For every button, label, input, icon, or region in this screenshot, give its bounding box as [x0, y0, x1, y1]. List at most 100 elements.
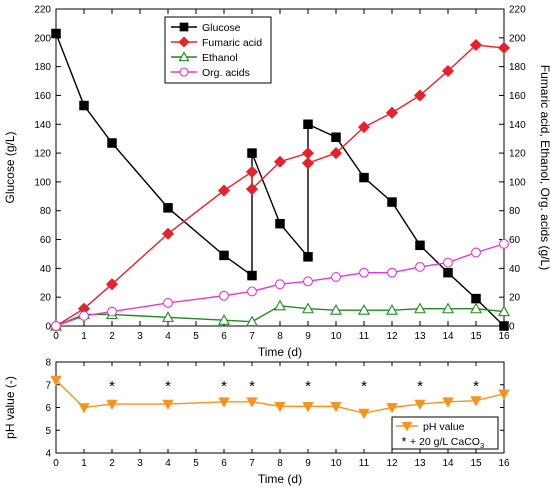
data-point-fumaric-acid: [217, 184, 231, 197]
caco3-marker: *: [221, 378, 227, 395]
data-point-fumaric-acid: [329, 147, 343, 160]
y-tick-label: 200: [34, 33, 51, 44]
x-axis-label-ph: Time (d): [258, 472, 302, 486]
x-tick-label: 4: [165, 331, 171, 342]
legend-label-caco3-text: + 20 g/L CaCO: [410, 436, 480, 448]
data-point-glucose: [107, 138, 117, 148]
data-point-fumaric-acid: [357, 121, 371, 134]
y-right-tick-label: 160: [509, 91, 526, 102]
data-point-org-acids: [219, 290, 229, 301]
data-point-fumaric-acid: [469, 38, 483, 52]
x-tick-label: 13: [414, 458, 426, 469]
data-point-ethanol: [274, 299, 286, 311]
data-point-ph-value: [302, 401, 314, 413]
x-tick-label: 2: [109, 331, 115, 342]
legend-box-ph: [391, 416, 499, 450]
series-glucose: [51, 28, 509, 331]
caco3-marker: *: [361, 378, 367, 395]
x-tick-label: 7: [249, 458, 255, 469]
data-point-org-acids: [471, 247, 481, 258]
data-point-fumaric-acid: [161, 227, 175, 240]
x-tick-label: 1: [81, 458, 87, 469]
y-axis-label-ph: pH value (-): [3, 376, 17, 439]
data-point-ph-value: [162, 399, 174, 411]
data-point-ph-value: [386, 403, 398, 414]
data-point-ethanol: [442, 302, 454, 314]
data-point-glucose: [331, 132, 341, 142]
legend-marker-caco3: *: [401, 434, 406, 449]
x-tick-label: 10: [330, 458, 342, 469]
data-point-ph-value: [330, 401, 342, 413]
data-point-org-acids: [331, 272, 341, 282]
data-point-ethanol: [302, 302, 314, 314]
legend-marker-ethanol: [178, 51, 190, 62]
y-tick-label: 160: [34, 91, 51, 102]
data-point-glucose: [387, 197, 397, 207]
x-tick-label: 8: [277, 458, 283, 469]
data-point-ethanol: [414, 302, 426, 314]
legend-label-ph-value: pH value: [423, 421, 465, 433]
x-tick-label: 5: [193, 331, 199, 342]
y-axis-label: Glucose (g/L): [3, 131, 17, 203]
y-right-tick-label: 200: [509, 33, 526, 44]
y-right-tick-label: 180: [509, 62, 526, 73]
data-point-org-acids: [163, 297, 173, 308]
y-tick-label: 6: [45, 403, 51, 414]
data-point-glucose: [359, 172, 369, 183]
data-point-org-acids: [79, 310, 89, 321]
data-point-ph-value: [498, 389, 510, 400]
data-point-ethanol: [330, 303, 342, 315]
x-tick-label: 11: [359, 458, 370, 469]
x-tick-label: 14: [442, 458, 454, 469]
y-tick-label: 5: [45, 426, 51, 437]
x-tick-label: 3: [137, 458, 143, 469]
data-point-fumaric-acid: [301, 157, 315, 170]
x-tick-label: 11: [359, 331, 370, 342]
y-tick-label: 80: [40, 206, 52, 217]
data-point-glucose: [303, 119, 313, 130]
data-point-org-acids: [51, 321, 61, 331]
data-point-glucose: [247, 148, 257, 158]
data-point-org-acids: [275, 279, 285, 290]
data-point-org-acids: [387, 267, 397, 278]
x-tick-label: 6: [221, 458, 227, 469]
data-point-glucose: [163, 203, 173, 213]
y-right-tick-label: 20: [509, 293, 521, 304]
y-right-tick-label: 60: [509, 235, 521, 246]
caco3-marker: *: [417, 378, 423, 395]
legend-marker-ph-value: [401, 421, 413, 432]
legend-label-org-acids: Org. acids: [202, 67, 250, 79]
x-tick-label: 7: [249, 331, 255, 342]
data-point-glucose: [471, 293, 481, 304]
data-point-glucose: [415, 240, 425, 251]
data-point-org-acids: [247, 286, 257, 297]
data-point-ethanol: [470, 302, 482, 314]
data-point-org-acids: [415, 261, 425, 272]
x-tick-label: 9: [305, 331, 311, 342]
data-point-ph-value: [78, 403, 90, 414]
x-tick-label: 5: [193, 458, 199, 469]
data-point-org-acids: [303, 276, 313, 287]
legend-marker-glucose: [179, 22, 189, 32]
data-point-ph-value: [470, 396, 482, 407]
legend-label-fumaric-acid: Fumaric acid: [202, 37, 262, 49]
y-right-axis-label: Fumaric acid, Ethanol, Org. acids (g/L): [538, 65, 550, 270]
y-tick-label: 140: [34, 120, 51, 131]
x-tick-label: 16: [498, 331, 510, 342]
legend-marker-fumaric-acid: [178, 36, 190, 48]
x-tick-label: 4: [165, 458, 171, 469]
data-point-fumaric-acid: [497, 41, 511, 54]
x-tick-label: 1: [81, 331, 87, 342]
y-tick-label: 100: [34, 177, 51, 188]
y-right-tick-label: 80: [509, 206, 521, 217]
data-point-glucose: [303, 252, 313, 262]
data-point-fumaric-acid: [245, 183, 259, 196]
x-tick-label: 15: [470, 331, 482, 342]
y-tick-label: 7: [45, 380, 51, 391]
caco3-marker: *: [249, 378, 255, 395]
data-point-ethanol: [498, 305, 510, 317]
x-tick-label: 8: [277, 331, 283, 342]
